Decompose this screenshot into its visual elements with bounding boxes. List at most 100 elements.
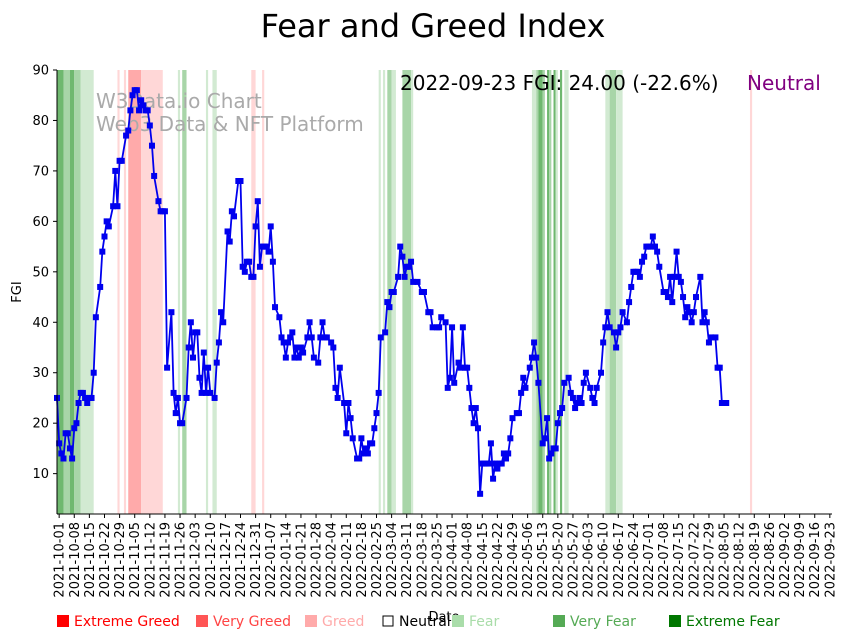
data-point <box>369 440 376 447</box>
watermark: W3Data.io Chart Web3 Data & NFT Platform <box>96 89 364 136</box>
data-point <box>677 278 684 285</box>
x-tick-label: 2021-11-19 <box>158 522 173 598</box>
data-point <box>598 369 605 376</box>
x-tick-label: 2022-07-15 <box>672 522 687 598</box>
data-point <box>552 445 559 452</box>
data-point <box>198 389 205 396</box>
x-tick-label: 2022-02-18 <box>355 522 370 598</box>
data-point <box>628 283 635 290</box>
data-point <box>414 278 421 285</box>
data-point <box>254 198 261 205</box>
legend-swatch-5 <box>553 615 565 627</box>
band-32 <box>609 70 617 514</box>
band-8 <box>141 70 163 514</box>
data-point <box>84 400 91 406</box>
data-point <box>231 213 238 220</box>
data-point <box>319 319 326 326</box>
data-point <box>669 299 676 306</box>
x-tick-label: 2022-06-10 <box>597 522 612 598</box>
band-0 <box>57 70 64 514</box>
data-point <box>151 172 158 179</box>
x-tick-label: 2022-05-27 <box>566 522 581 598</box>
y-tick-label: 80 <box>32 114 49 129</box>
data-point <box>449 324 456 331</box>
data-point <box>457 364 464 371</box>
band-30 <box>564 70 569 514</box>
data-point <box>528 354 535 361</box>
data-point <box>194 329 201 336</box>
x-tick-label: 2022-07-01 <box>642 522 657 598</box>
band-31 <box>605 70 610 514</box>
data-point <box>293 344 300 351</box>
data-point <box>526 364 533 371</box>
data-point <box>64 430 71 437</box>
data-point <box>533 354 540 361</box>
data-point <box>587 384 594 391</box>
data-point <box>617 324 624 331</box>
data-point <box>73 420 80 427</box>
data-point <box>485 460 492 467</box>
data-point <box>341 400 348 406</box>
y-ticks: 10 20 30 40 50 60 70 80 90 <box>32 64 57 482</box>
data-point <box>334 394 341 401</box>
data-point <box>66 445 73 452</box>
data-point <box>289 329 296 336</box>
data-point <box>168 309 175 316</box>
band-25 <box>547 70 550 514</box>
legend-label-2: Greed <box>322 614 364 630</box>
data-point <box>662 289 669 295</box>
y-tick-label: 50 <box>32 265 49 280</box>
data-point <box>604 309 611 316</box>
data-point <box>395 273 402 280</box>
data-point <box>664 294 671 301</box>
x-tick-label: 2022-01-14 <box>279 522 294 598</box>
data-point <box>505 450 512 457</box>
data-point <box>136 107 143 114</box>
band-16 <box>382 70 386 514</box>
data-point <box>133 87 140 94</box>
data-point <box>705 339 712 346</box>
x-tick-label: 2022-06-24 <box>627 522 642 598</box>
x-tick-label: 2022-08-19 <box>748 522 763 598</box>
y-tick-label: 90 <box>32 64 49 79</box>
data-point <box>468 405 475 412</box>
data-point <box>358 435 365 442</box>
axes <box>56 70 832 515</box>
data-point <box>330 344 337 351</box>
x-tick-label: 2022-04-15 <box>476 522 491 598</box>
data-point <box>671 273 678 280</box>
data-point <box>228 208 235 215</box>
data-point <box>360 450 367 457</box>
x-axis-label: Date <box>428 610 459 625</box>
data-point <box>103 218 110 225</box>
data-point <box>701 309 708 316</box>
x-tick-label: 2022-09-16 <box>808 522 823 598</box>
data-point <box>97 283 104 290</box>
data-point <box>667 273 674 280</box>
x-tick-label: 2021-10-08 <box>68 522 83 598</box>
data-point <box>71 425 78 432</box>
data-point <box>494 465 501 472</box>
data-point <box>686 309 693 316</box>
data-point <box>371 425 378 432</box>
x-tick-label: 2021-11-26 <box>174 522 189 598</box>
x-tick-label: 2022-02-25 <box>370 522 385 598</box>
data-point <box>310 354 317 361</box>
data-point <box>600 339 607 346</box>
band-11 <box>205 70 209 514</box>
data-point <box>682 314 689 321</box>
data-point <box>649 233 656 240</box>
x-tick-label: 2021-12-10 <box>204 522 219 598</box>
data-point <box>610 329 617 336</box>
x-tick-label: 2022-02-11 <box>340 522 355 598</box>
data-point <box>187 319 194 326</box>
x-tick-label: 2021-10-15 <box>83 522 98 598</box>
data-point <box>522 384 529 391</box>
x-ticks: 2021-10-01 2021-10-08 2021-10-15 2021-10-22… <box>53 514 838 598</box>
data-point <box>436 324 443 331</box>
band-24 <box>542 70 545 514</box>
band-3 <box>74 70 81 514</box>
data-point <box>328 339 335 346</box>
x-tick-label: 2021-12-24 <box>234 522 249 598</box>
